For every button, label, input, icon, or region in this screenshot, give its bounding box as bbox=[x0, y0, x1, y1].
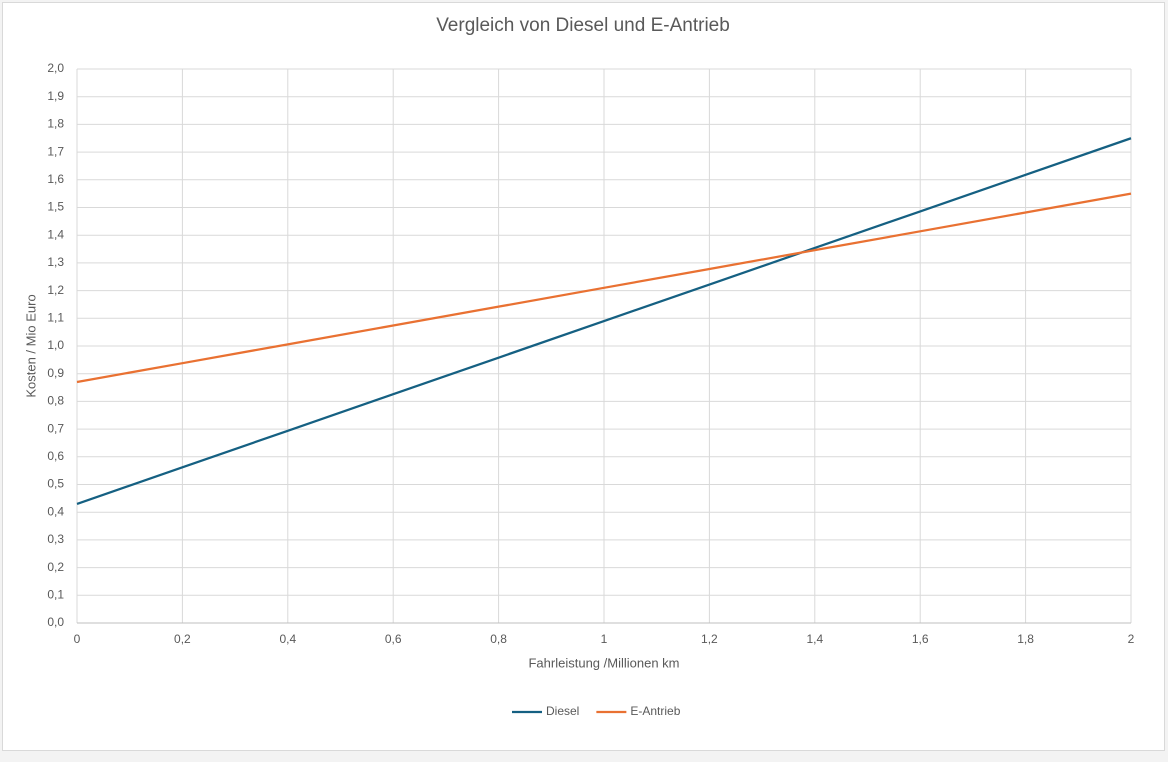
x-tick-label: 0 bbox=[74, 632, 81, 646]
y-tick-label: 0,3 bbox=[47, 532, 64, 546]
x-tick-label: 1,2 bbox=[701, 632, 718, 646]
chart-title: Vergleich von Diesel und E-Antrieb bbox=[436, 15, 730, 36]
y-tick-label: 0,2 bbox=[47, 560, 64, 574]
x-axis-title: Fahrleistung /Millionen km bbox=[528, 655, 679, 670]
y-tick-label: 0,1 bbox=[47, 587, 64, 601]
y-tick-label: 1,7 bbox=[47, 144, 64, 158]
y-tick-label: 1,3 bbox=[47, 255, 64, 269]
y-tick-label: 0,4 bbox=[47, 504, 64, 518]
y-axis-title: Kosten / Mio Euro bbox=[23, 294, 38, 397]
y-tick-label: 1,9 bbox=[47, 89, 64, 103]
y-tick-label: 0,7 bbox=[47, 421, 64, 435]
legend-label: Diesel bbox=[546, 704, 579, 718]
x-tick-label: 1,6 bbox=[912, 632, 929, 646]
y-tick-label: 1,2 bbox=[47, 283, 64, 297]
x-tick-label: 0,6 bbox=[385, 632, 402, 646]
y-tick-label: 0,0 bbox=[47, 615, 64, 629]
y-tick-label: 1,6 bbox=[47, 172, 64, 186]
y-tick-label: 1,1 bbox=[47, 310, 64, 324]
y-tick-label: 1,4 bbox=[47, 227, 64, 241]
x-tick-label: 0,2 bbox=[174, 632, 191, 646]
chart-area bbox=[2, 2, 1165, 751]
x-tick-label: 1 bbox=[601, 632, 608, 646]
y-tick-label: 2,0 bbox=[47, 61, 64, 75]
legend-label: E-Antrieb bbox=[630, 704, 680, 718]
y-tick-label: 0,8 bbox=[47, 394, 64, 408]
y-tick-label: 0,5 bbox=[47, 477, 64, 491]
series-line bbox=[76, 137, 1132, 505]
plot bbox=[76, 137, 1132, 505]
grid: 0,0 0,1 0,2 0,3 0,4 0,5 0,6 0,7 0,8 0,9 1,0 1,1 1,2 1… bbox=[47, 61, 1134, 646]
y-tick-label: 0,6 bbox=[47, 449, 64, 463]
x-tick-label: 2 bbox=[1128, 632, 1135, 646]
y-tick-label: 1,5 bbox=[47, 200, 64, 214]
y-tick-label: 1,8 bbox=[47, 117, 64, 131]
x-tick-label: 0,4 bbox=[279, 632, 296, 646]
x-tick-label: 1,8 bbox=[1017, 632, 1034, 646]
series-line bbox=[76, 192, 1132, 384]
legend: Diesel E-Antrieb bbox=[512, 704, 681, 718]
y-tick-label: 1,0 bbox=[47, 338, 64, 352]
x-tick-label: 0,8 bbox=[490, 632, 507, 646]
y-tick-label: 0,9 bbox=[47, 366, 64, 380]
x-tick-label: 1,4 bbox=[806, 632, 823, 646]
